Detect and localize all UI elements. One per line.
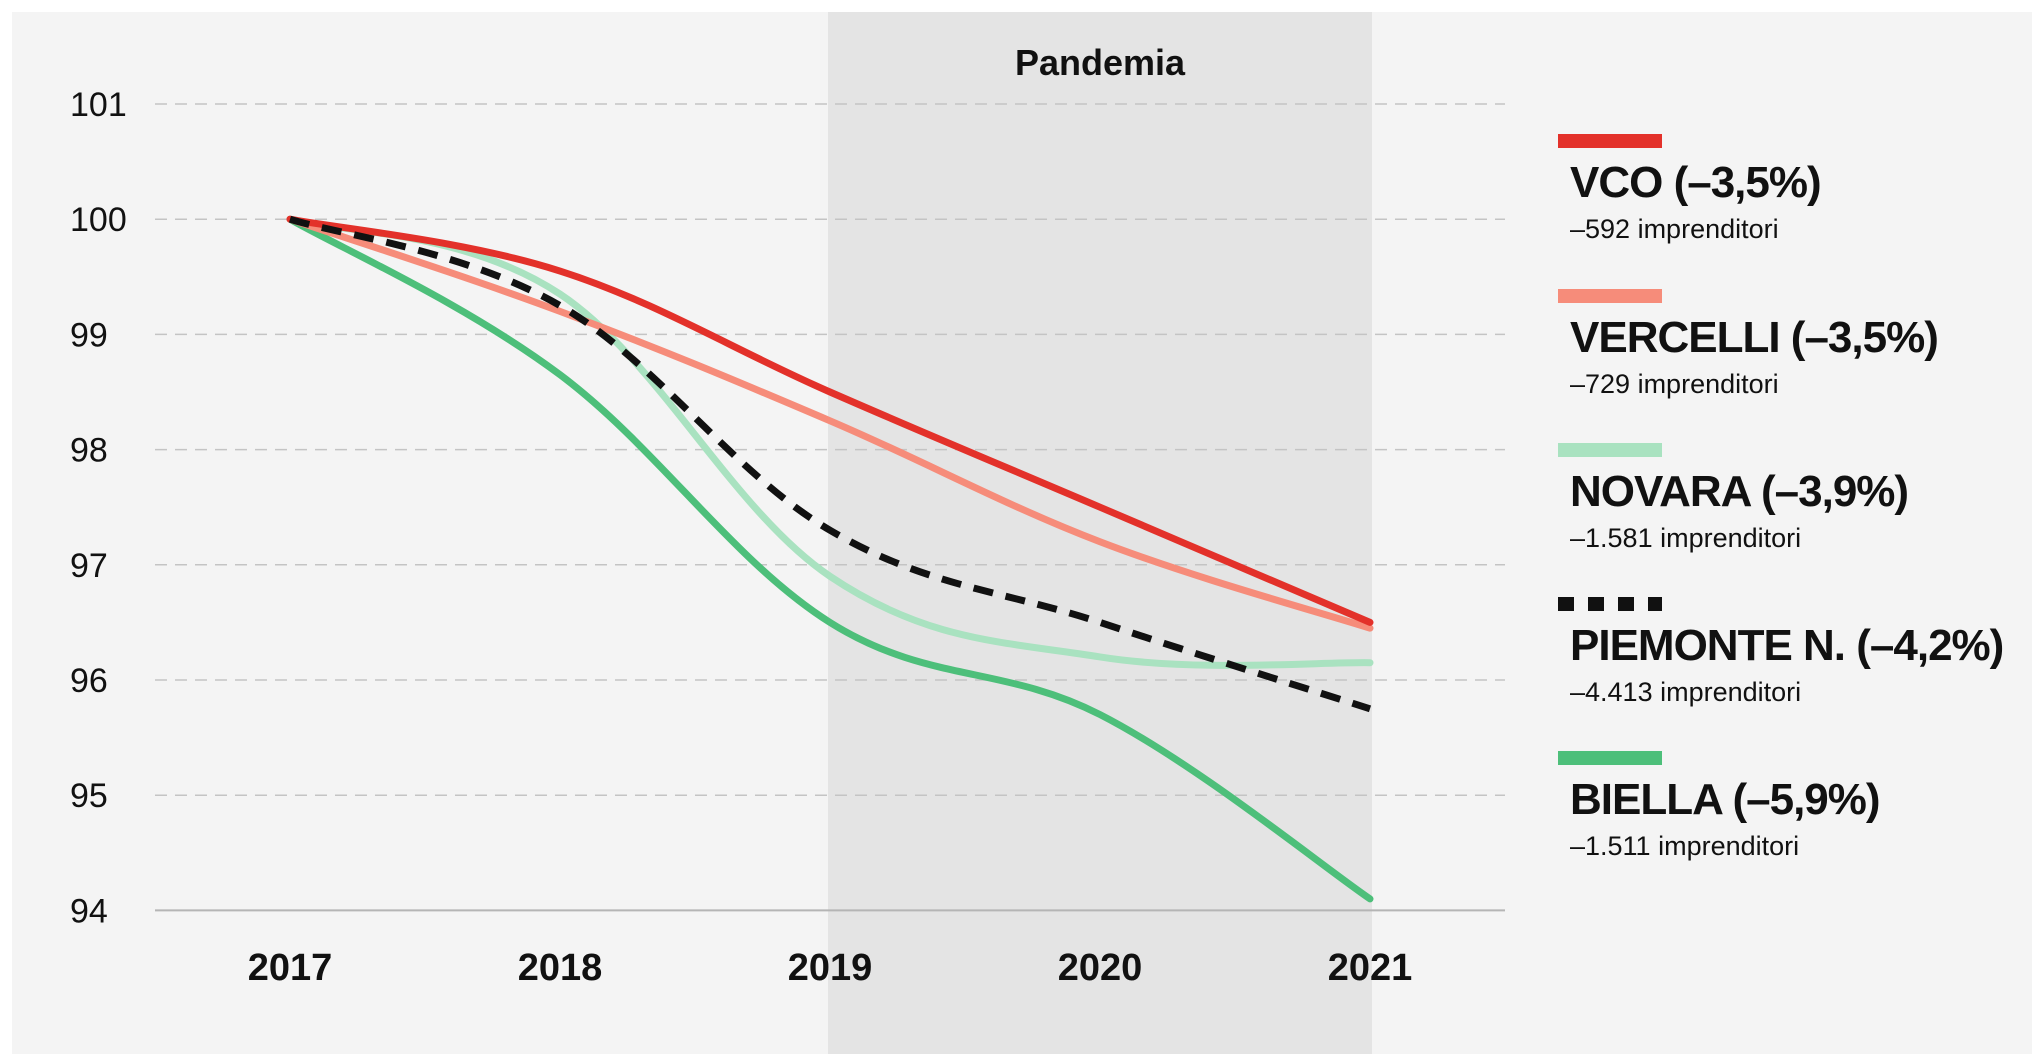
pandemic-band [828,12,1372,1054]
legend-label: PIEMONTE N. (–4,2%) [1570,621,2004,670]
y-tick-label: 99 [70,316,108,354]
series-line-piemonte [288,215,1372,713]
legend-item: VERCELLI (–3,5%) –729 imprenditori [1558,289,2028,400]
legend-label: VCO (–3,5%) [1570,158,1822,207]
legend-item: VCO (–3,5%) –592 imprenditori [1558,134,2028,245]
y-tick-label: 95 [70,777,108,815]
legend-swatch [1558,289,1662,303]
legend-detail: –1.581 imprenditori [1570,523,1802,553]
series-lines [286,215,1374,903]
y-tick-label: 94 [70,892,108,930]
x-tick-label: 2017 [248,947,333,989]
legend-item: PIEMONTE N. (–4,2%) –4.413 imprenditori [1558,597,2028,708]
series-line-vercelli [286,215,1374,632]
y-axis-ticks: 94 95 96 97 98 99 100 101 [70,86,127,930]
legend-detail: –592 imprenditori [1570,214,1779,244]
gridlines [155,103,1505,912]
x-tick-label: 2018 [518,947,603,989]
legend-detail: –1.511 imprenditori [1570,831,1800,861]
y-tick-label: 97 [70,547,108,585]
pandemic-label: Pandemia [1015,42,1186,83]
y-tick-label: 98 [70,432,108,470]
legend-swatch [1558,751,1662,765]
y-tick-label: 101 [70,86,127,124]
legend-swatch [1558,443,1662,457]
legend-detail: –4.413 imprenditori [1570,677,1802,707]
legend-detail: –729 imprenditori [1570,369,1779,399]
legend-label: VERCELLI (–3,5%) [1570,313,1939,362]
x-tick-label: 2019 [788,947,873,989]
legend-item: NOVARA (–3,9%) –1.581 imprenditori [1558,443,2028,554]
y-tick-label: 96 [70,662,108,700]
legend-item: BIELLA (–5,9%) –1.511 imprenditori [1558,751,2028,862]
x-tick-label: 2021 [1328,947,1413,989]
legend-swatch [1558,597,1662,611]
legend-label: NOVARA (–3,9%) [1570,467,1909,516]
legend-label: BIELLA (–5,9%) [1570,775,1881,824]
legend-swatch [1558,134,1662,148]
series-line-vco [286,215,1374,626]
series-line-biella [286,215,1374,903]
y-tick-label: 100 [70,201,127,239]
x-axis-ticks: 2017 2018 2019 2020 2021 [248,947,1413,989]
x-tick-label: 2020 [1058,947,1143,989]
series-line-novara [286,215,1374,669]
